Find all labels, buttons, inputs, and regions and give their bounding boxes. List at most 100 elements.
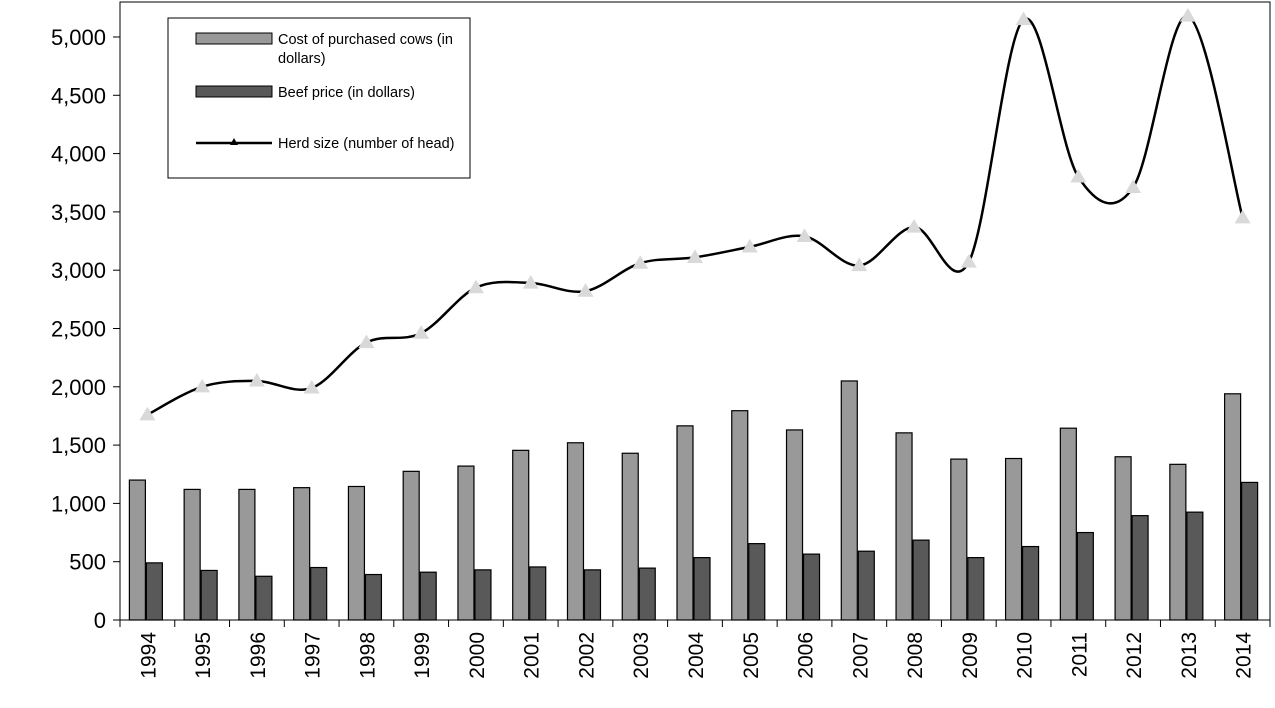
bar-cost-cows [1114,456,1132,621]
y-tick-label: 3,000 [51,258,106,283]
bar-cost-cows [402,470,420,621]
x-tick-label: 2009 [959,632,982,679]
bar-beef-price [419,571,437,621]
herd-size-marker [1015,11,1032,26]
herd-size-marker [522,275,539,289]
legend-swatch-beef-price [195,85,273,98]
bar-cost-cows [457,465,475,621]
herd-size-marker [303,379,320,394]
bar-beef-price [1131,515,1149,621]
herd-size-marker [1179,7,1196,22]
y-tick-label: 500 [69,550,106,575]
bar-beef-price [693,557,711,621]
bar-cost-cows [1059,427,1077,621]
y-tick-label: 4,000 [51,142,106,167]
herd-size-marker [248,372,265,387]
x-tick-label: 2013 [1178,632,1201,679]
x-tick-label: 2012 [1123,632,1146,679]
y-tick-label: 5,000 [51,25,106,50]
herd-size-marker [687,249,703,263]
herd-size-marker [741,238,758,253]
bar-cost-cows [183,488,201,621]
legend-swatch-cost-cows [195,32,273,45]
bar-cost-cows [512,449,530,621]
bar-beef-price [857,550,875,621]
bar-cost-cows [676,425,694,621]
y-tick-label: 2,000 [51,375,106,400]
y-tick-label: 1,500 [51,433,106,458]
herd-size-marker [632,255,649,269]
bar-beef-price [255,575,273,621]
herd-size-marker [1070,168,1087,183]
x-tick-label: 2000 [466,632,489,679]
bar-cost-cows [621,452,639,621]
x-tick-label: 2003 [630,632,653,679]
bar-beef-price [145,562,163,621]
bar-cost-cows [347,485,366,621]
legend-marker-herd-size [230,138,238,145]
bar-beef-price [529,566,547,621]
legend-label-cost-cows-cont: dollars) [278,51,326,67]
herd-size-marker [577,283,594,297]
bar-cost-cows [128,479,146,621]
bar-beef-price [200,569,218,621]
legend: Cost of purchased cows (in dollars) Beef p… [167,17,471,179]
x-tick-label: 1994 [137,632,160,679]
herd-size-marker [358,334,375,349]
x-tick-label: 1996 [247,632,270,679]
legend-label-herd-size: Herd size (number of head) [278,136,455,152]
y-tick-label: 3,500 [51,200,106,225]
herd-size-marker [851,257,868,272]
bar-beef-price [310,566,328,621]
bar-beef-price [1076,531,1094,621]
herd-size-marker [194,378,211,393]
bar-beef-price [638,567,656,621]
bar-cost-cows [1169,463,1187,621]
bar-cost-cows [566,442,585,621]
bar-cost-cows [1224,393,1242,621]
x-tick-label: 2006 [795,632,818,679]
x-tick-label: 2001 [521,632,544,679]
bar-cost-cows [840,380,858,621]
legend-label-beef-price: Beef price (in dollars) [278,85,415,101]
x-tick-label: 2011 [1068,632,1091,677]
herd-size-marker [1125,179,1142,193]
bar-beef-price [748,543,766,621]
bar-cost-cows [1004,457,1023,621]
y-tick-label: 2,500 [51,316,106,341]
herd-size-marker [796,228,813,242]
herd-size-marker [139,406,156,421]
bar-cost-cows [731,410,749,621]
x-tick-label: 2014 [1233,632,1256,679]
bar-beef-price [474,569,492,621]
bar-cost-cows [293,487,311,621]
x-tick-label: 2010 [1014,632,1037,679]
bar-beef-price [1186,511,1204,621]
herd-size-marker [960,254,977,268]
herd-size-marker [1234,209,1251,224]
y-tick-label: 0 [94,608,106,633]
bar-beef-price [1021,545,1040,621]
bar-beef-price [364,573,383,621]
bar-cost-cows [950,458,968,621]
x-tick-label: 2007 [849,632,872,679]
x-tick-label: 2008 [904,632,927,679]
x-tick-label: 1998 [356,632,379,679]
bar-beef-price [967,557,985,621]
legend-label-cost-cows: Cost of purchased cows (in [278,32,453,48]
herd-size-marker [413,325,430,339]
y-tick-label: 4,500 [51,83,106,108]
herd-size-marker [467,279,484,294]
x-tick-label: 1999 [411,632,434,679]
x-tick-label: 2005 [740,632,763,679]
bar-beef-price [1241,481,1259,621]
herd-size-marker [906,219,923,233]
bar-beef-price [912,539,930,621]
bar-cost-cows [238,488,256,621]
bar-beef-price [583,569,602,621]
bar-cost-cows [895,432,913,621]
x-tick-label: 1997 [302,632,325,679]
y-tick-label: 1,000 [51,491,106,516]
